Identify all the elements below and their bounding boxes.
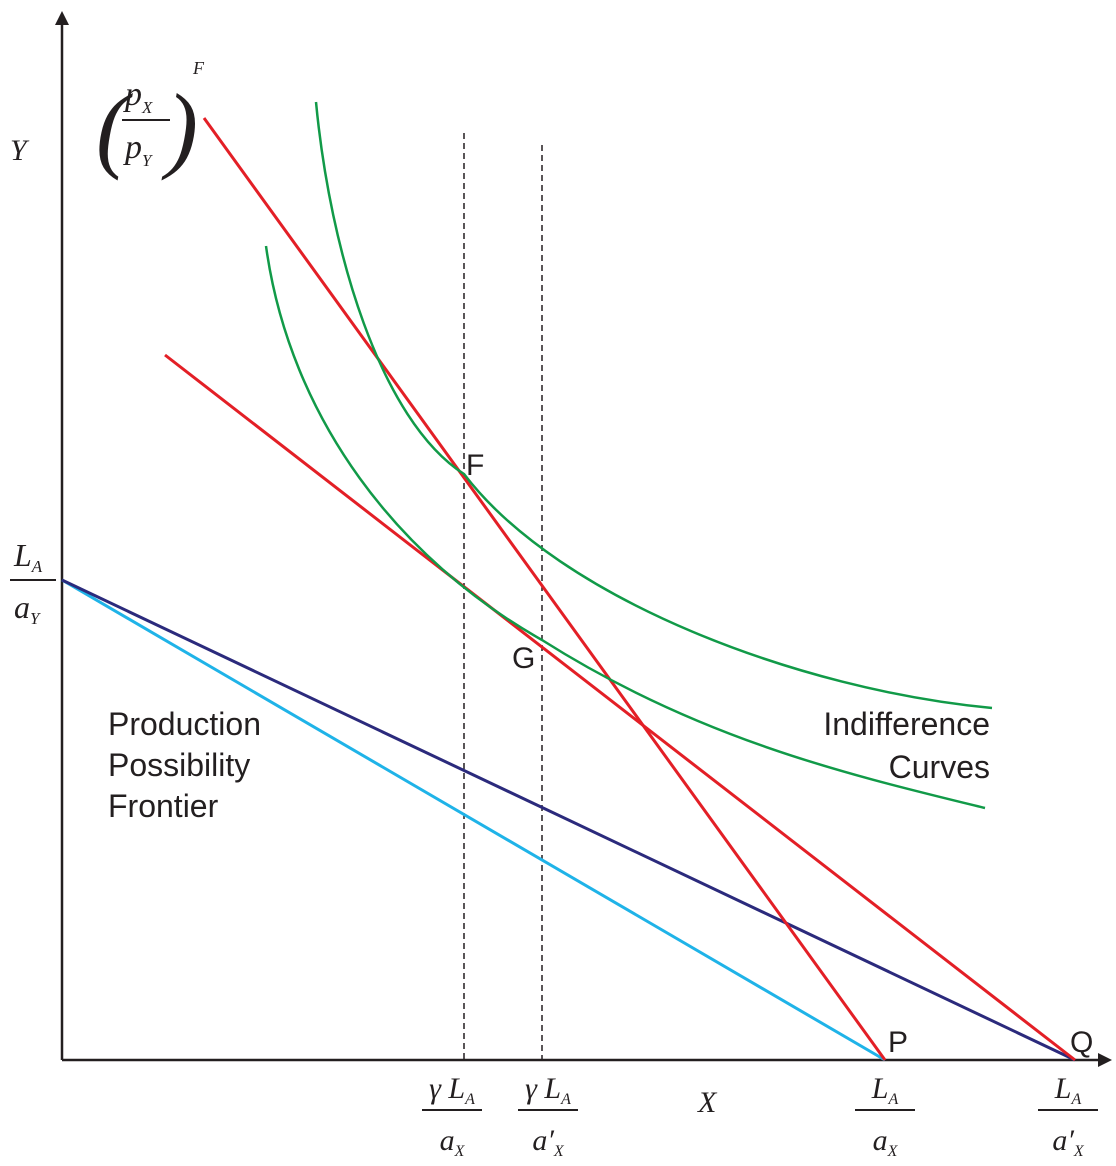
price-line-steep: [202, 117, 887, 1061]
indifference-annotation-line-1: Indifference: [823, 706, 990, 742]
price-ratio-numerator: pX: [123, 76, 153, 117]
point-F-label: F: [466, 449, 484, 482]
ppf-light-line: [61, 578, 886, 1062]
y-intercept-denominator: aY: [14, 589, 41, 628]
x-tick-numerator-3: LA: [871, 1072, 899, 1108]
y-intercept-numerator: LA: [13, 537, 43, 576]
indifference-curve-upper: [314, 101, 993, 710]
x-tick-numerator-1: γ LA: [429, 1072, 475, 1108]
x-tick-label-3: LA aX: [855, 1072, 915, 1160]
indifference-curve-lower: [264, 245, 986, 810]
ppf-annotation-line-2: Possibility: [108, 747, 250, 783]
x-tick-label-1: γ LA aX: [422, 1072, 482, 1160]
price-ratio-superscript: F: [192, 58, 205, 78]
price-ratio-paren-right: ): [161, 74, 198, 181]
price-ratio-label: ( ) pX pY F: [96, 58, 205, 181]
ppf-annotation-line-1: Production: [108, 706, 261, 742]
point-G-label: G: [512, 642, 535, 675]
x-tick-label-2: γ LA a′X: [518, 1072, 578, 1160]
x-tick-denominator-4: a′X: [1052, 1124, 1085, 1160]
point-P-label: P: [888, 1026, 908, 1059]
ppf-dark-line: [61, 578, 1076, 1062]
x-tick-numerator-2: γ LA: [525, 1072, 571, 1108]
x-tick-denominator-3: aX: [873, 1124, 899, 1160]
x-tick-label-4: LA a′X: [1038, 1072, 1098, 1160]
x-axis-label: X: [697, 1086, 718, 1119]
point-Q-label: Q: [1070, 1026, 1093, 1059]
indifference-annotation: Indifference Curves: [823, 706, 990, 785]
y-axis-label: Y: [10, 134, 30, 167]
x-tick-denominator-2: a′X: [532, 1124, 565, 1160]
price-ratio-denominator: pY: [123, 129, 153, 170]
x-tick-labels: γ LA aX γ LA a′X LA aX LA a′X: [422, 1072, 1098, 1160]
price-line-flat: [164, 353, 1076, 1062]
indifference-annotation-line-2: Curves: [889, 749, 990, 785]
x-tick-denominator-1: aX: [440, 1124, 466, 1160]
y-intercept-label: LA aY: [10, 537, 56, 628]
price-ratio-paren-left: (: [96, 74, 133, 181]
x-tick-numerator-4: LA: [1054, 1072, 1082, 1108]
ppf-annotation: Production Possibility Frontier: [108, 706, 261, 824]
ppf-annotation-line-3: Frontier: [108, 788, 219, 824]
